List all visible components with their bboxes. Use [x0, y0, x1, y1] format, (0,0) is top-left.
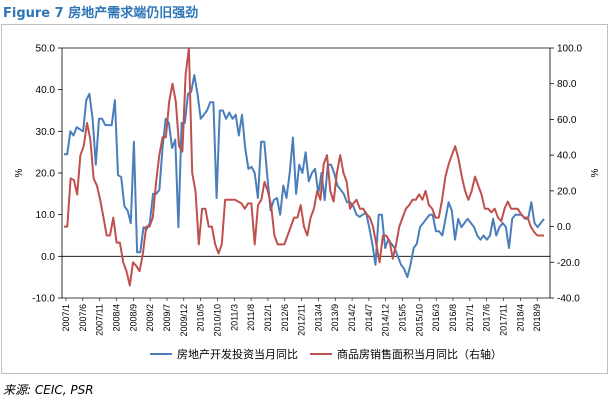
x-tick-label: 2014/7	[364, 304, 374, 332]
x-tick-label: 2018/4	[515, 304, 525, 332]
x-tick-label: 2017/6	[482, 304, 492, 332]
left-tick-label: 0.0	[41, 252, 55, 263]
right-axis-label: %	[590, 168, 601, 177]
left-tick-label: 10.0	[36, 210, 56, 221]
left-axis-label: %	[14, 168, 25, 177]
source-note: 来源: CEIC, PSR	[3, 383, 94, 397]
x-tick-label: 2015/5	[398, 304, 408, 332]
right-tick-label: 0.0	[557, 222, 571, 233]
left-tick-label: 40.0	[36, 85, 56, 96]
x-tick-label: 2009/2	[145, 304, 155, 332]
x-tick-label: 2010/10	[212, 304, 222, 337]
x-tick-label: 2011/3	[229, 304, 239, 331]
legend-item-sales-area: 商品房销售面积当月同比（右轴）	[310, 347, 502, 361]
x-tick-label: 2012/1	[263, 304, 273, 332]
x-tick-label: 2016/8	[448, 304, 458, 332]
x-tick-label: 2009/7	[162, 304, 172, 332]
right-tick-label: 100.0	[557, 44, 582, 55]
left-tick-label: 20.0	[36, 169, 56, 180]
right-tick-label: 40.0	[557, 151, 577, 162]
x-tick-label: 2007/11	[95, 304, 105, 336]
x-tick-label: 2015/10	[414, 304, 424, 337]
left-tick-label: 50.0	[36, 44, 56, 55]
x-tick-label: 2007/1	[61, 304, 71, 332]
series-line-sales-area	[64, 47, 544, 287]
right-tick-label: -40.0	[557, 294, 580, 305]
x-tick-label: 2014/12	[381, 304, 391, 337]
x-tick-label: 2012/11	[297, 304, 307, 336]
right-tick-label: 20.0	[557, 186, 577, 197]
chart-series	[64, 47, 545, 287]
x-tick-label: 2014/2	[347, 304, 357, 332]
x-tick-label: 2008/4	[111, 304, 121, 332]
x-tick-label: 2009/12	[179, 304, 189, 337]
right-tick-label: 80.0	[557, 79, 577, 90]
left-tick-label: 30.0	[36, 127, 56, 138]
x-tick-label: 2013/9	[330, 304, 340, 332]
x-tick-label: 2007/6	[78, 304, 88, 332]
legend-label: 商品房销售面积当月同比（右轴）	[337, 347, 502, 361]
x-tick-label: 2008/9	[128, 304, 138, 332]
chart-frame	[1, 24, 608, 374]
figure-title: Figure 7 房地产需求端仍旧强劲	[3, 6, 199, 21]
x-tick-label: 2017/1	[465, 304, 475, 332]
x-tick-label: 2016/3	[431, 304, 441, 332]
x-tick-label: 2012/6	[280, 304, 290, 332]
x-tick-label: 2013/4	[313, 304, 323, 332]
right-tick-label: -20.0	[557, 258, 580, 269]
chart-axes: -10.0 0.0 10.0 20.0 30.0 40.0 50.0 -40.0 -20.0 0.…	[14, 44, 601, 337]
right-tick-label: 60.0	[557, 115, 577, 126]
left-tick-label: -10.0	[32, 294, 55, 305]
x-tick-label: 2011/8	[246, 304, 256, 331]
x-tick-label: 2018/9	[532, 304, 542, 332]
x-tick-label: 2017/11	[499, 304, 509, 336]
series-line-investment	[64, 74, 545, 279]
x-tick-label: 2010/5	[196, 304, 206, 332]
legend-item-investment: 房地产开发投资当月同比	[150, 347, 298, 361]
legend-label: 房地产开发投资当月同比	[177, 347, 298, 361]
chart-legend: 房地产开发投资当月同比 商品房销售面积当月同比（右轴）	[150, 347, 502, 361]
